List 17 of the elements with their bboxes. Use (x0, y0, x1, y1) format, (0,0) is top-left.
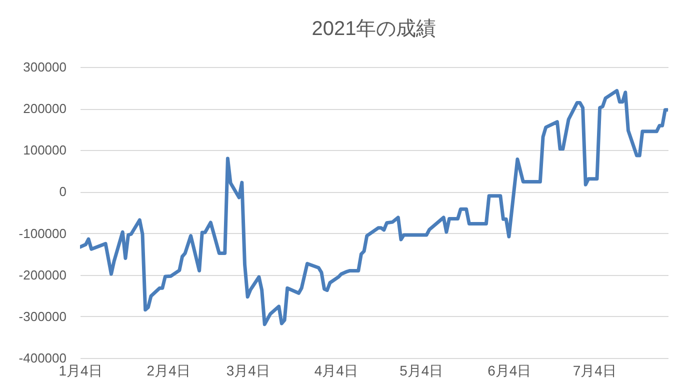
y-tick-label: 300000 (23, 60, 66, 74)
x-tick-label: 1月4日 (58, 362, 102, 378)
y-tick-label: -400000 (18, 350, 66, 366)
line-series (80, 88, 668, 326)
y-tick-label: -100000 (18, 226, 66, 241)
x-tick-label: 3月4日 (226, 362, 270, 378)
y-tick-label: 100000 (23, 142, 66, 158)
y-tick-label: -200000 (18, 267, 66, 282)
y-tick-label: 0 (59, 184, 66, 200)
x-tick-label: 5月4日 (400, 362, 444, 378)
y-tick-label: -300000 (18, 308, 66, 324)
x-tick-label: 6月4日 (488, 362, 532, 378)
x-tick-label: 4月4日 (314, 362, 358, 378)
x-tick-label: 7月4日 (572, 362, 616, 378)
y-tick-label: 200000 (23, 101, 66, 116)
x-tick-label: 2月4日 (146, 362, 190, 378)
chart-title: 2021年の成績 (312, 18, 436, 40)
